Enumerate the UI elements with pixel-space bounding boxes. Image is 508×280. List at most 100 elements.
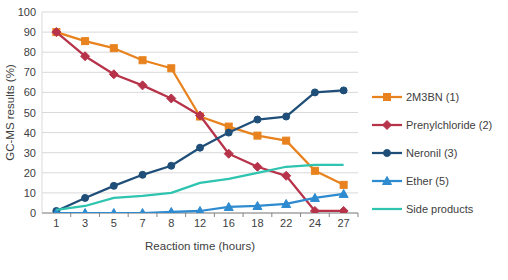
marker (110, 45, 117, 52)
y-tick-label: 30 (24, 147, 36, 159)
x-tick (358, 213, 359, 217)
x-tick-label: 18 (251, 217, 263, 229)
marker (383, 177, 392, 185)
marker (340, 181, 347, 188)
marker (339, 206, 348, 213)
marker (197, 144, 204, 151)
y-tick-label: 100 (18, 6, 36, 18)
y-tick-label: 50 (24, 107, 36, 119)
y-tick-label: 20 (24, 167, 36, 179)
y-tick-label: 0 (30, 207, 36, 219)
x-tick-label: 12 (194, 217, 206, 229)
marker (109, 209, 118, 214)
y-tick-label: 90 (24, 26, 36, 38)
marker (282, 171, 291, 180)
marker (52, 28, 61, 37)
x-tick-label: 16 (223, 217, 235, 229)
x-tick-label: 8 (168, 217, 174, 229)
legend-label: Side products (406, 203, 474, 215)
y-axis-title: GC-MS results (%) (4, 64, 16, 161)
y-tick-label: 70 (24, 66, 36, 78)
marker (310, 193, 319, 201)
legend-item: Ether (5) (372, 175, 449, 187)
marker (253, 201, 262, 209)
legend-item: Prenylchloride (2) (372, 119, 492, 131)
y-tick-label: 60 (24, 86, 36, 98)
grid-line (42, 12, 358, 13)
marker (139, 57, 146, 64)
line (56, 165, 343, 210)
marker (311, 167, 318, 174)
y-tick-label: 40 (24, 127, 36, 139)
grid-line (42, 172, 358, 173)
marker (196, 111, 205, 120)
marker (224, 149, 233, 158)
x-tick-label: 24 (309, 217, 321, 229)
marker (168, 162, 175, 169)
marker (283, 137, 290, 144)
marker (168, 65, 175, 72)
grid-line (42, 72, 358, 73)
legend-label: Neronil (3) (406, 147, 457, 159)
marker (167, 207, 176, 213)
marker (224, 202, 233, 210)
line (56, 32, 343, 211)
marker (139, 171, 146, 178)
marker (53, 29, 60, 36)
marker (81, 52, 90, 61)
legend-label: 2M3BN (1) (406, 91, 459, 103)
legend-item: 2M3BN (1) (372, 91, 459, 103)
grid-line (42, 92, 358, 93)
x-tick (329, 213, 330, 217)
marker (167, 94, 176, 103)
x-tick (128, 213, 129, 217)
legend-label: Prenylchloride (2) (406, 119, 492, 131)
y-tick-label: 80 (24, 46, 36, 58)
plot-area (52, 28, 348, 213)
x-tick-label: 1 (53, 217, 59, 229)
x-tick-label: 5 (111, 217, 117, 229)
y-tick-label: 10 (24, 187, 36, 199)
x-tick (99, 213, 100, 217)
x-tick (271, 213, 272, 217)
grid-line (42, 192, 358, 193)
legend-item: Side products (372, 203, 474, 215)
x-tick (70, 213, 71, 217)
marker (254, 132, 261, 139)
marker (196, 206, 205, 213)
x-tick-label: 22 (280, 217, 292, 229)
x-axis-title: Reaction time (hours) (145, 240, 255, 252)
line (56, 90, 343, 211)
x-tick-label: 3 (82, 217, 88, 229)
marker (82, 38, 89, 45)
x-tick (243, 213, 244, 217)
marker (138, 209, 147, 214)
x-tick (300, 213, 301, 217)
marker (340, 87, 347, 94)
x-tick (156, 213, 157, 217)
marker (253, 162, 262, 171)
legend-swatch (372, 208, 402, 210)
line (56, 32, 343, 185)
y-axis (42, 12, 43, 213)
marker (225, 129, 232, 136)
marker (282, 199, 291, 207)
x-tick (185, 213, 186, 217)
x-tick-label: 7 (139, 217, 145, 229)
marker (109, 70, 118, 79)
grid-line (42, 132, 358, 133)
marker (254, 116, 261, 123)
marker (384, 94, 391, 101)
legend-label: Ether (5) (406, 175, 449, 187)
marker (383, 121, 392, 130)
marker (82, 194, 89, 201)
marker (110, 182, 117, 189)
x-tick (214, 213, 215, 217)
marker (384, 150, 391, 157)
marker (81, 209, 90, 214)
marker (138, 81, 147, 90)
marker (339, 189, 348, 197)
marker (283, 113, 290, 120)
x-tick-label: 27 (338, 217, 350, 229)
grid-line (42, 152, 358, 153)
